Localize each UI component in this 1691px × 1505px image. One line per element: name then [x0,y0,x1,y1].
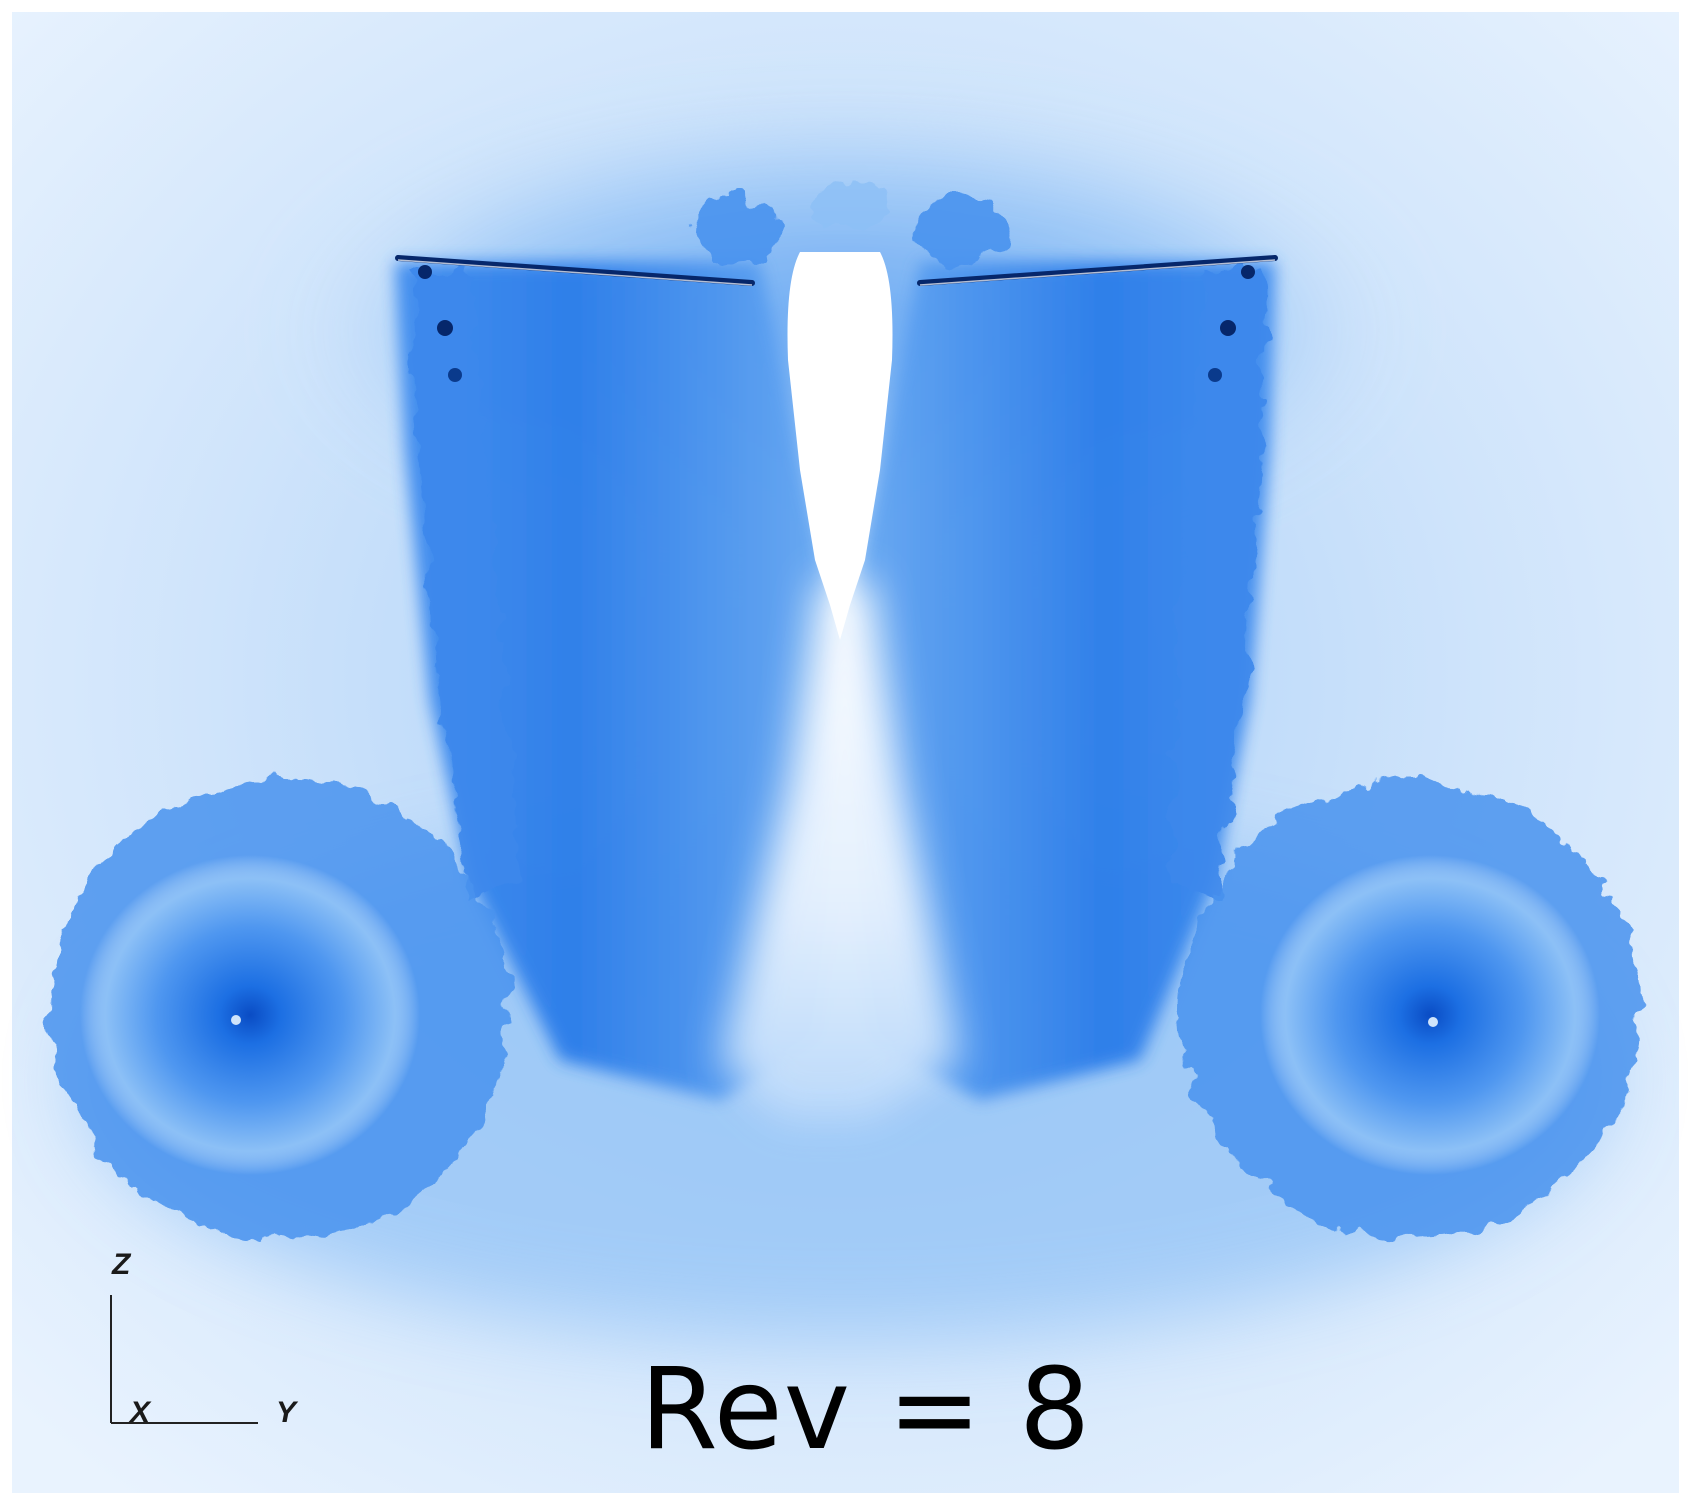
right-wake-sheet [845,262,1275,1100]
right-wing-line [917,255,1278,286]
turbulence-blob [915,195,1005,265]
axis-label-z: Z [112,1248,131,1281]
left-turbulent-edge [410,270,520,900]
right-turbulent-edge [1170,270,1265,900]
fuselage-body [787,252,893,640]
left-wake-sheet [395,262,840,1100]
central-wake [720,580,960,1120]
right-vortex-core [1260,855,1600,1175]
right-tip-vortex-dot [1208,368,1222,382]
axis-label-x: X [130,1396,151,1429]
right-tip-vortex-dot [1220,320,1236,336]
right-tip-vortex-dot [1241,265,1255,279]
left-vortex-center [231,1015,241,1025]
left-tip-vortex-dot [418,265,432,279]
turbulence-blob [690,195,780,265]
left-wing-line-highlight [397,259,753,286]
left-tip-vortex-dot [448,368,462,382]
left-wing-line [395,255,755,286]
left-tip-vortex-dot [437,320,453,336]
turbulence-blob [808,180,888,230]
axis-label-y: Y [276,1396,297,1429]
right-vortex-center [1428,1017,1438,1027]
revolution-label: Rev = 8 [640,1345,1092,1475]
right-wing-line-highlight [919,259,1276,286]
axis-triad [110,1295,258,1424]
left-vortex-core [80,855,420,1175]
